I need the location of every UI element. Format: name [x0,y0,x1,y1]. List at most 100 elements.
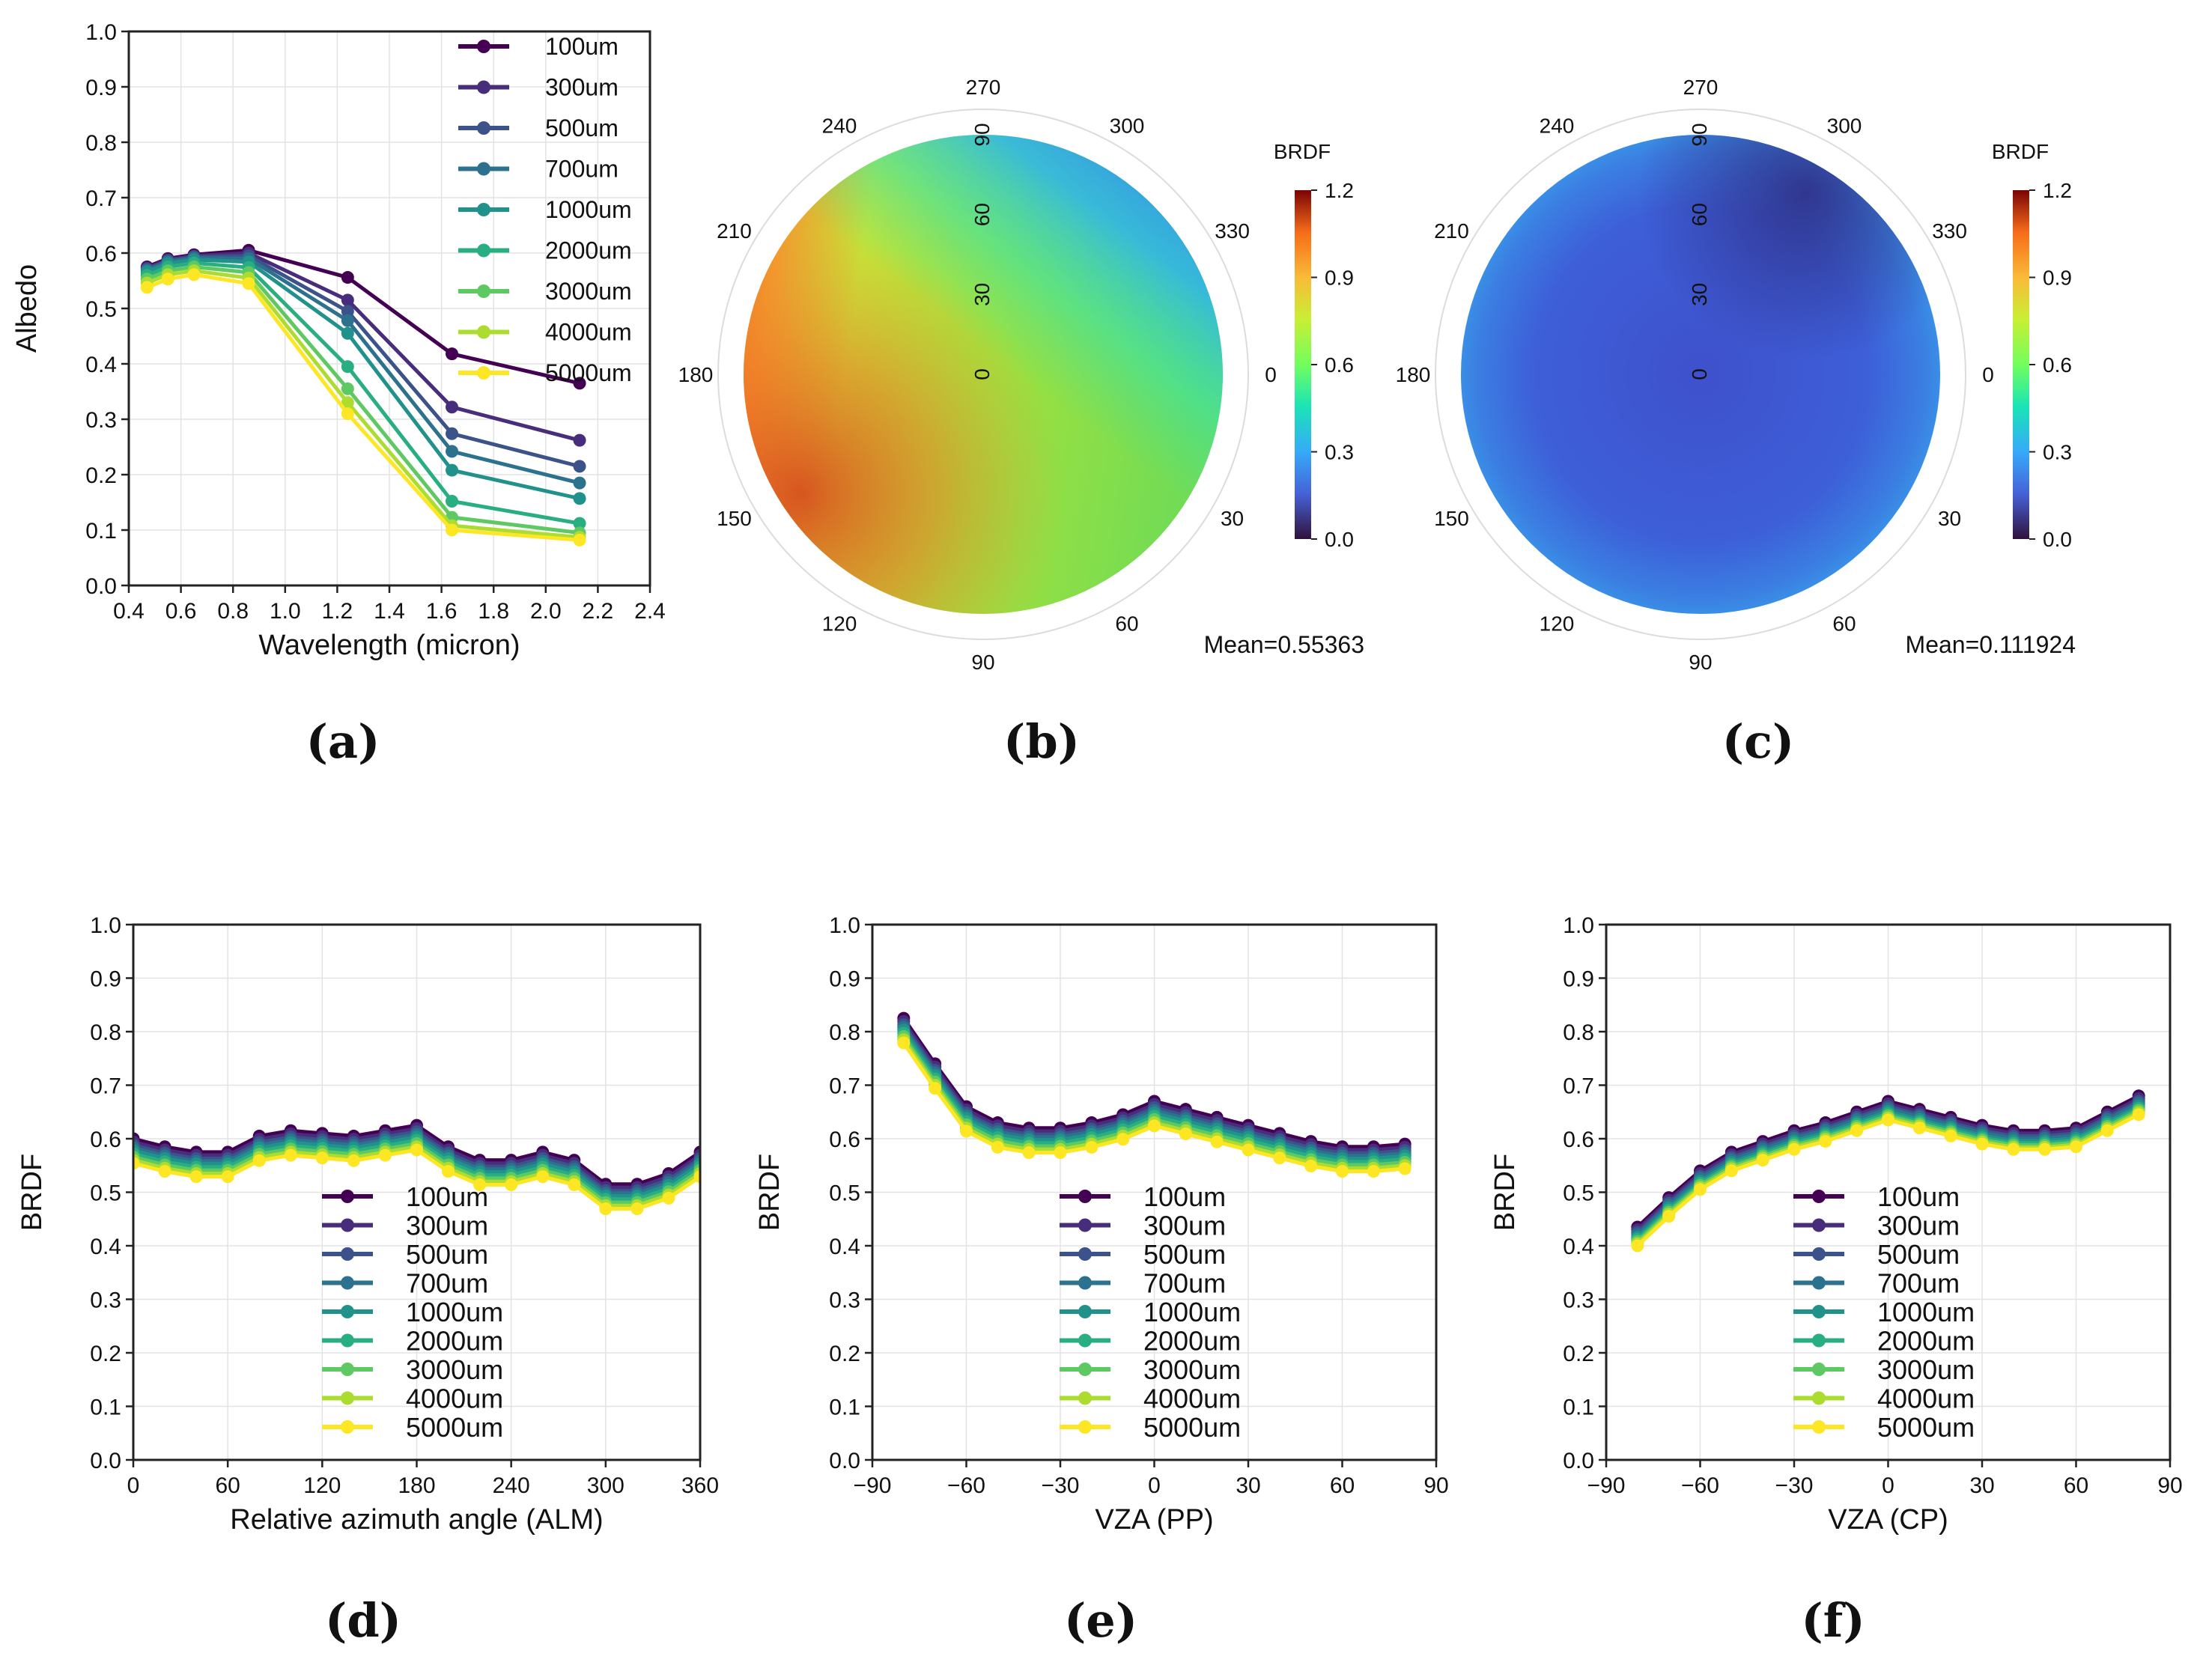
data-point [1787,1142,1801,1156]
legend-label: 100um [545,33,619,60]
colorbar-tick-label: 0.0 [1325,528,1354,551]
legend-marker [1078,1420,1092,1434]
data-point [1694,1183,1707,1196]
angle-tick-label: 270 [966,76,1001,99]
legend-label: 1000um [1143,1297,1241,1327]
x-axis-label: Wavelength (micron) [258,630,520,661]
radial-tick-label: 0 [970,368,994,380]
legend-marker [1812,1305,1826,1318]
angle-tick-label: 300 [1827,114,1862,137]
x-tick-label: 360 [681,1473,719,1498]
y-tick-label: 0.2 [90,1342,121,1366]
data-point [1662,1210,1676,1223]
angle-tick-label: 0 [1265,363,1277,386]
angle-tick-label: 180 [1396,363,1431,386]
data-point [1148,1119,1161,1133]
legend: 100um300um500um700um1000um2000um3000um40… [458,33,632,386]
data-point [573,476,586,490]
colorbar-tick-label: 0.3 [1325,441,1354,464]
plot-frame [127,30,651,587]
data-point [341,293,354,307]
data-point [991,1140,1004,1154]
radial-tick-label: 30 [1688,283,1711,306]
y-tick-label: 1.0 [85,20,117,45]
radial-tick-label: 0 [1688,368,1711,380]
panel-caption: (f) [1801,1593,1865,1648]
data-point [505,1178,518,1191]
y-tick-label: 0.2 [1563,1342,1594,1366]
data-point [1882,1113,1894,1127]
y-tick-label: 0.9 [829,967,860,992]
data-point [1725,1164,1738,1178]
angle-tick-label: 330 [1932,219,1967,243]
angle-tick-label: 150 [717,507,752,530]
x-tick-label: 300 [587,1473,625,1498]
data-point [221,1170,234,1184]
y-tick-label: 0.7 [85,186,117,211]
legend-label: 500um [1877,1239,1960,1270]
data-point [446,445,459,458]
y-axis-label: Albedo [11,264,43,353]
data-point [341,382,354,395]
plot-frame [871,923,1438,1461]
y-tick-label: 0.5 [1563,1181,1594,1206]
angle-tick-label: 300 [1110,114,1145,137]
radial-tick-label: 90 [1688,123,1711,146]
data-point [1336,1165,1349,1178]
legend-label: 1000um [1877,1297,1975,1327]
data-point [1367,1165,1380,1178]
angle-tick-label: 330 [1215,219,1250,243]
legend-label: 1000um [545,196,632,223]
data-point [341,396,354,410]
legend-label: 100um [406,1181,488,1212]
legend-label: 300um [1143,1211,1226,1241]
legend-marker [477,162,490,176]
y-tick-label: 0.1 [1563,1396,1594,1420]
x-axis-label: VZA (CP) [1828,1504,1948,1536]
legend-marker [1078,1391,1092,1405]
colorbar-title: BRDF [1992,140,2049,163]
y-tick-label: 0.0 [1563,1449,1594,1473]
data-point [573,517,586,530]
chart-d: 0 60 120 180 240 300 360 0.0 0.1 0.2 0.3 0.4 0.5 0.6 0… [16,913,719,1536]
y-tick-label: 0.2 [829,1342,860,1366]
colorbar-tick-label: 1.2 [2043,179,2072,202]
legend-marker [477,203,490,216]
y-tick-label: 0.6 [1563,1127,1594,1152]
data-point [1116,1133,1130,1146]
panel-caption: (d) [325,1593,401,1648]
legend: 100um300um500um700um1000um2000um3000um40… [322,1181,503,1443]
x-tick-label: 60 [2064,1473,2088,1498]
colorbar: 0.0 0.3 0.6 0.9 1.2 BRDF [1992,140,2072,551]
legend-marker [341,1391,354,1405]
legend-marker [477,40,490,53]
legend-label: 4000um [1143,1384,1241,1414]
colorbar-gradient [1295,190,1311,539]
legend-marker [1812,1218,1826,1232]
chart-a: 0.4 0.6 0.8 1.0 1.2 1.4 1.6 1.8 2.0 2.2 2.4 0.0 0.1 0… [11,20,666,661]
legend-label: 3000um [406,1354,503,1385]
data-point [315,1151,329,1165]
legend: 100um300um500um700um1000um2000um3000um40… [1060,1181,1241,1443]
data-point [341,407,354,421]
data-point [341,314,354,327]
data-point [568,1178,581,1191]
plot-area [897,1011,1412,1178]
panel-caption: (e) [1064,1593,1137,1648]
data-point [140,281,154,294]
data-point [446,495,459,508]
legend-marker [1812,1333,1826,1348]
y-tick-label: 0.0 [85,574,117,599]
data-point [897,1036,911,1050]
legend-label: 2000um [545,237,632,264]
panel-caption: (b) [1003,714,1080,769]
y-tick-label: 0.7 [1563,1074,1594,1099]
y-tick-label: 0.4 [1563,1235,1594,1259]
legend-marker [1812,1190,1826,1203]
mean-value-text: Mean=0.111924 [1906,631,2076,658]
y-tick-label: 0.3 [85,408,117,433]
mean-value-text: Mean=0.55363 [1204,631,1364,658]
polar-plot-b: 0 30 60 90 120 150 180 210 240 270 300 330 0 30 60 90 0.… [678,76,1364,674]
x-axis-label: VZA (PP) [1095,1504,1213,1536]
